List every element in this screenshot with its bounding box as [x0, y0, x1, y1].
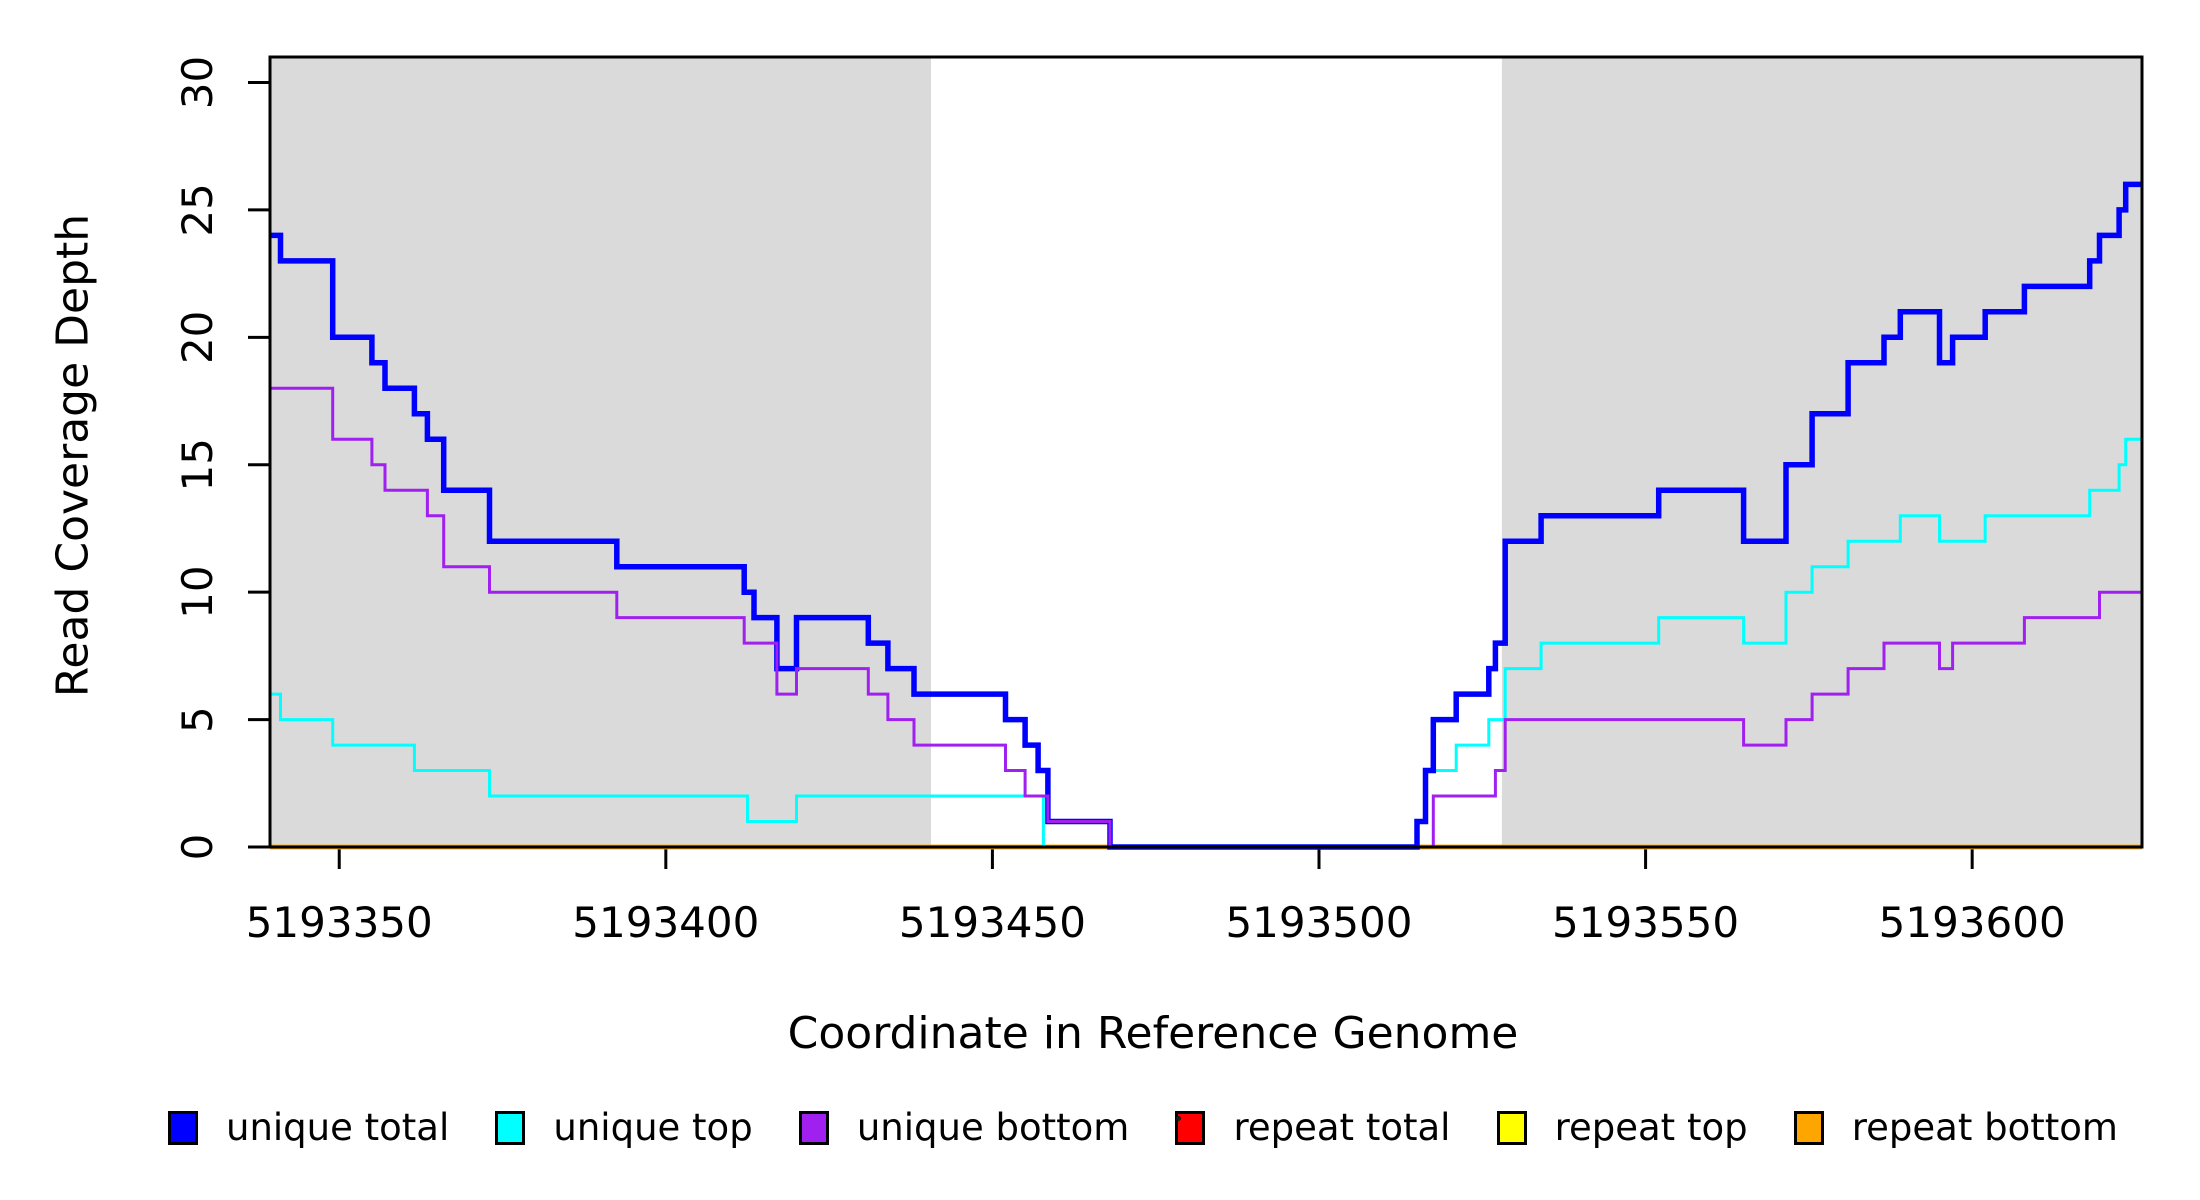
x-tick-label: 5193500	[1225, 898, 1412, 947]
legend-swatch-icon	[168, 1110, 198, 1145]
legend-entry-repeat-top: repeat top	[1496, 1106, 1748, 1149]
y-tick-label: 15	[173, 438, 222, 491]
y-tick-label: 25	[173, 183, 222, 236]
x-axis-title: Coordinate in Reference Genome	[787, 1008, 1519, 1059]
series-line-unique-total	[270, 181, 2142, 850]
legend-swatch-icon	[798, 1110, 829, 1145]
legend-swatch-icon	[1496, 1110, 1527, 1145]
y-tick-label: 0	[173, 834, 222, 861]
y-tick-label: 10	[173, 565, 222, 618]
legend-label: repeat total	[1233, 1106, 1451, 1149]
y-tick-label: 5	[173, 706, 222, 733]
shaded-band	[270, 57, 932, 847]
legend-entry-unique-top: unique top	[495, 1106, 753, 1149]
legend-label: unique top	[553, 1106, 753, 1149]
legend-entry-unique-bottom: unique bottom	[798, 1106, 1130, 1149]
y-tick-label: 30	[173, 56, 222, 109]
legend-label: repeat top	[1554, 1106, 1748, 1149]
legend-entry-unique-total: unique total	[168, 1106, 449, 1149]
x-tick-label: 5193400	[572, 898, 759, 947]
legend-label: unique total	[226, 1106, 450, 1149]
legend-entry-repeat-bottom: repeat bottom	[1793, 1106, 2118, 1149]
series-line-unique-bottom	[270, 386, 2142, 849]
y-axis-title: Read Coverage Depth	[47, 213, 99, 698]
y-tick-label: 20	[173, 311, 222, 364]
series-line-unique-top	[270, 437, 2142, 849]
legend-label: unique bottom	[856, 1106, 1130, 1149]
x-tick-label: 5193350	[246, 898, 433, 947]
legend-swatch-icon	[1793, 1110, 1824, 1145]
legend-label: repeat bottom	[1851, 1106, 2118, 1149]
legend-entry-repeat-total: repeat total	[1175, 1106, 1450, 1149]
x-tick-label: 5193550	[1552, 898, 1739, 947]
stray-dot-artifact	[1176, 1116, 1181, 1121]
legend: unique total unique top unique bottom repea…	[168, 1106, 2118, 1149]
shaded-band	[1501, 57, 2142, 847]
x-tick-label: 5193450	[899, 898, 1086, 947]
legend-swatch-icon	[495, 1110, 526, 1145]
plot-border	[268, 55, 2144, 849]
x-tick-label: 5193600	[1879, 898, 2066, 947]
